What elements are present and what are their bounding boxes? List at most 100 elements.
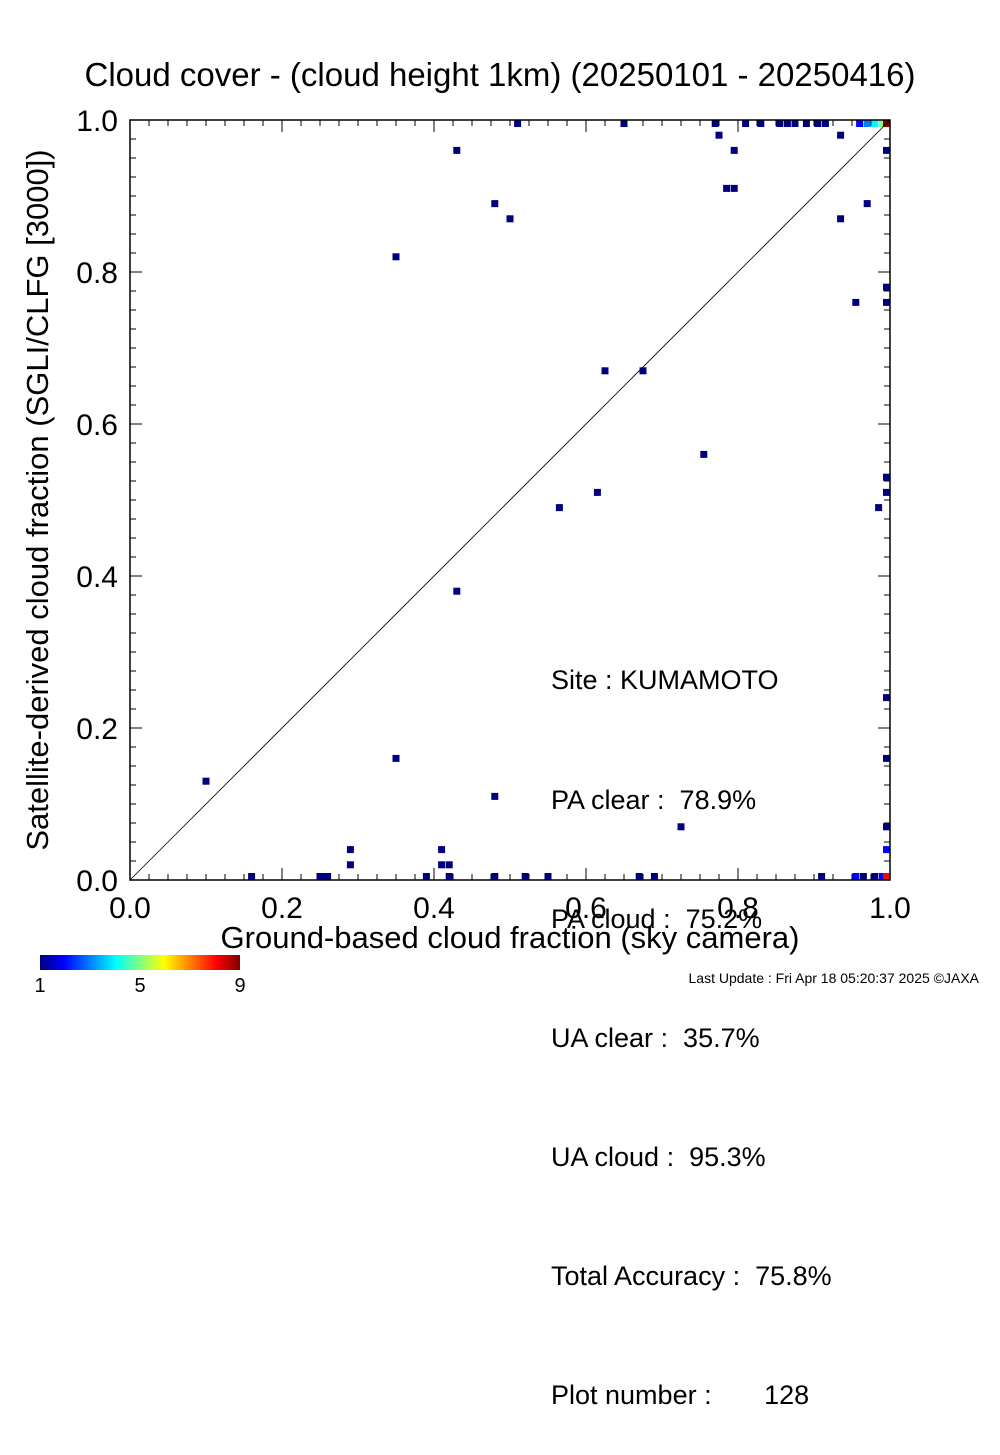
y-tick-label: 0.0: [76, 865, 118, 898]
data-point: [324, 873, 332, 880]
data-point: [878, 873, 886, 880]
data-point: [883, 823, 890, 831]
data-point: [875, 504, 883, 512]
y-tick-label: 0.6: [76, 409, 118, 442]
data-point: [316, 873, 324, 880]
data-point: [521, 873, 529, 880]
colorbar: [40, 955, 240, 970]
data-point: [438, 861, 446, 869]
x-tick-label: 0.4: [413, 892, 455, 925]
chart-title: Cloud cover - (cloud height 1km) (202501…: [84, 56, 916, 93]
stat-plot-number: Plot number : 128: [551, 1379, 810, 1410]
data-point: [593, 488, 601, 496]
data-point: [453, 146, 461, 154]
data-point: [863, 120, 871, 127]
data-point: [776, 120, 784, 127]
colorbar-label-max: 9: [234, 975, 246, 997]
data-point: [837, 131, 845, 139]
data-point: [883, 754, 890, 762]
data-point: [871, 873, 879, 880]
data-point: [700, 450, 708, 458]
data-point: [320, 873, 328, 880]
data-point: [883, 846, 890, 854]
data-point: [491, 873, 499, 880]
data-point: [802, 120, 810, 127]
y-tick-label: 0.2: [76, 713, 118, 746]
data-point: [837, 215, 845, 223]
stat-pa-clear: PA clear : 78.9%: [551, 784, 757, 815]
last-update-footer: Last Update : Fri Apr 18 05:20:37 2025 ©…: [688, 970, 980, 986]
data-point: [883, 488, 890, 496]
data-point: [883, 473, 890, 481]
colorbar-label-min: 1: [34, 975, 46, 997]
x-tick-label: 1.0: [869, 892, 911, 925]
data-point: [814, 120, 822, 127]
stat-ua-cloud: UA cloud : 95.3%: [551, 1141, 766, 1172]
data-point: [715, 131, 723, 139]
data-point: [723, 184, 731, 192]
data-point: [883, 146, 890, 154]
data-point: [730, 184, 738, 192]
data-point: [818, 873, 826, 880]
data-point: [453, 587, 461, 595]
data-point: [650, 873, 658, 880]
data-point: [863, 200, 871, 208]
y-tick-label: 0.8: [76, 257, 118, 290]
data-point: [620, 120, 628, 127]
data-point: [346, 846, 354, 854]
stat-total-accuracy: Total Accuracy : 75.8%: [551, 1260, 832, 1291]
data-point: [392, 253, 400, 261]
data-point: [883, 298, 890, 306]
data-point: [852, 298, 860, 306]
data-point: [445, 861, 453, 869]
x-tick-label: 0.2: [261, 892, 303, 925]
stat-pa-cloud: PA cloud : 75.2%: [551, 903, 763, 934]
data-point: [392, 754, 400, 762]
x-tick-label: 0.8: [717, 892, 759, 925]
data-point: [742, 120, 750, 127]
data-point: [883, 283, 890, 291]
data-point: [555, 504, 563, 512]
data-point: [852, 873, 860, 880]
data-point: [422, 873, 430, 880]
data-point: [635, 873, 643, 880]
data-point: [544, 873, 552, 880]
stats-box: Site : KUMAMOTO PA clear : 78.9% PA clou…: [551, 582, 832, 1455]
data-point: [711, 120, 719, 127]
y-tick-label: 0.4: [76, 561, 118, 594]
x-tick-label: 0.6: [565, 892, 607, 925]
data-point: [346, 861, 354, 869]
data-point: [730, 146, 738, 154]
data-point: [883, 873, 890, 880]
data-point: [878, 120, 886, 127]
data-point: [791, 120, 799, 127]
data-point: [783, 120, 791, 127]
data-point: [445, 873, 453, 880]
data-point: [601, 367, 609, 375]
x-axis-label: Ground-based cloud fraction (sky camera): [220, 920, 800, 955]
x-tick-label: 0.0: [109, 892, 151, 925]
data-point: [677, 823, 685, 831]
data-point: [438, 846, 446, 854]
stat-site: Site : KUMAMOTO: [551, 665, 779, 696]
scatter-plot: 0.0 0.2 0.4 0.6 0.8 1.0 0.0 0.2 0.4 0.6 0.8 1.0: [76, 105, 911, 925]
data-point: [859, 873, 867, 880]
data-point: [202, 777, 210, 785]
data-point: [856, 120, 864, 127]
data-point: [248, 873, 256, 880]
data-point: [491, 200, 499, 208]
data-point: [883, 694, 890, 702]
y-tick-label: 1.0: [76, 105, 118, 138]
data-point: [821, 120, 829, 127]
plot-frame: [129, 119, 891, 881]
stat-ua-clear: UA clear : 35.7%: [551, 1022, 760, 1053]
y-axis-label: Satellite-derived cloud fraction (SGLI/C…: [20, 149, 55, 851]
data-point: [491, 792, 499, 800]
colorbar-label-mid: 5: [134, 975, 146, 997]
data-point: [639, 367, 647, 375]
data-point: [506, 215, 514, 223]
data-point: [871, 120, 879, 127]
data-point: [757, 120, 765, 127]
data-point: [514, 120, 522, 127]
diagonal-line: [129, 119, 891, 881]
